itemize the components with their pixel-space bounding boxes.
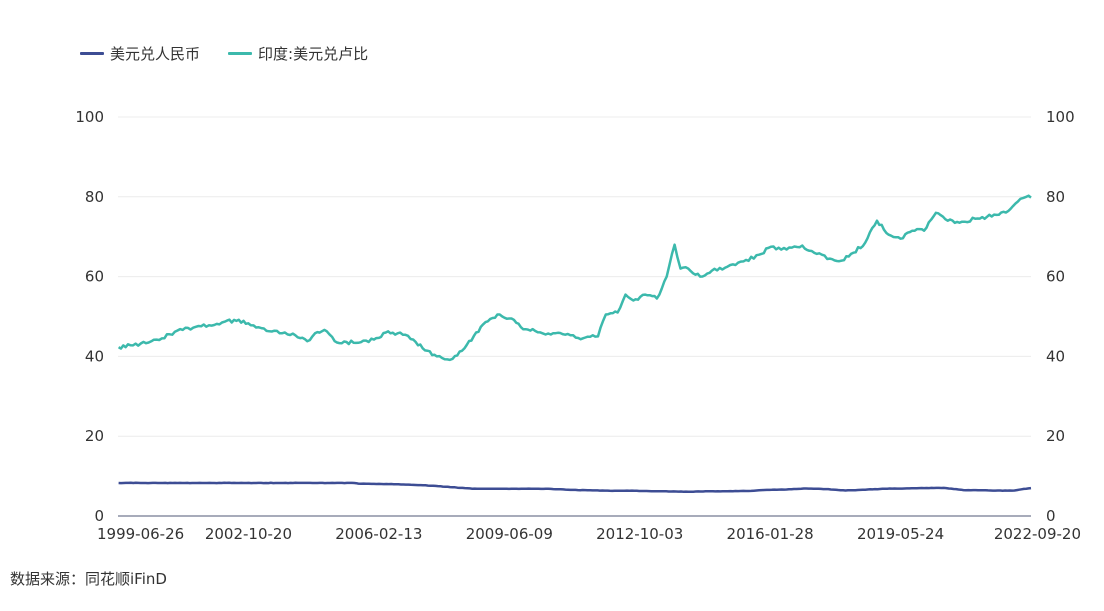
x-tick-label: 2016-01-28 (727, 525, 814, 543)
y-left-tick-label: 0 (94, 507, 104, 525)
legend-item-usd-cny[interactable]: 美元兑人民币 (80, 43, 200, 64)
legend-swatch-usd-inr (228, 51, 253, 55)
x-tick-label: 2012-10-03 (596, 525, 683, 543)
legend-label-usd-cny: 美元兑人民币 (110, 44, 201, 63)
x-tick-label: 2009-06-09 (466, 525, 553, 543)
y-right-tick-label: 80 (1046, 188, 1065, 206)
y-right-tick-label: 40 (1046, 347, 1065, 365)
y-left-tick-label: 20 (85, 427, 104, 445)
y-left-tick-label: 80 (85, 188, 104, 206)
x-tick-label: 2019-05-24 (857, 525, 944, 543)
y-right-tick-label: 60 (1046, 268, 1065, 286)
y-axis-left-labels: 0 20 40 60 80 100 (75, 108, 104, 525)
x-axis-labels: 1999-06-26 2002-10-20 2006-02-13 2009-06-09… (97, 525, 1081, 543)
legend-item-usd-inr[interactable]: 印度:美元兑卢比 (228, 43, 368, 64)
y-left-tick-label: 60 (85, 268, 104, 286)
x-tick-label: 2002-10-20 (205, 525, 292, 543)
x-tick-label: 1999-06-26 (97, 525, 184, 543)
y-right-tick-label: 0 (1046, 507, 1056, 525)
grid-lines (118, 116, 1031, 437)
y-right-tick-label: 100 (1046, 108, 1075, 126)
legend-label-usd-inr: 印度:美元兑卢比 (258, 44, 369, 63)
legend-swatch-usd-cny (80, 51, 104, 55)
chart-legend: 美元兑人民币 印度:美元兑卢比 (80, 42, 368, 64)
y-right-tick-label: 20 (1046, 427, 1065, 445)
data-source-note: 数据来源：同花顺iFinD (10, 570, 167, 588)
x-tick-label: 2022-09-20 (994, 525, 1081, 543)
y-left-tick-label: 100 (75, 108, 104, 126)
series-line-usd-cny (118, 481, 1032, 493)
x-tick-label: 2006-02-13 (335, 525, 422, 543)
series-line-usd-inr (117, 194, 1032, 362)
y-axis-right-labels: 0 20 40 60 80 100 (1046, 108, 1075, 525)
y-left-tick-label: 40 (85, 347, 104, 365)
